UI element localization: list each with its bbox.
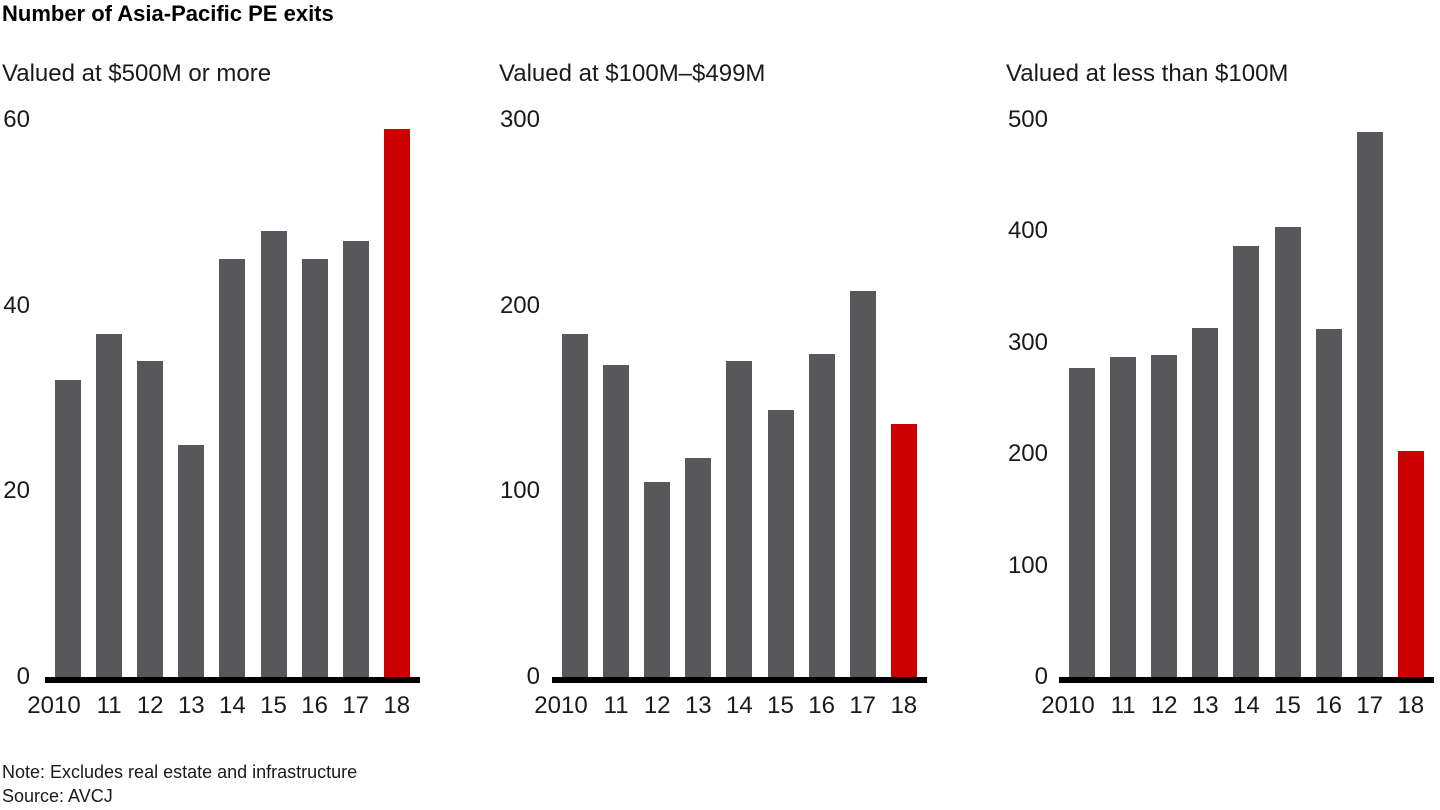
bar-highlight-18 (383, 129, 410, 677)
bar-17 (1356, 132, 1383, 677)
y-axis-tick-label: 20 (3, 477, 30, 505)
y-axis-tick-label: 100 (1007, 551, 1048, 579)
bar-2010 (562, 333, 588, 677)
y-axis-tick-label: 40 (3, 291, 30, 319)
bar-16 (808, 353, 835, 677)
bar-14 (1233, 245, 1260, 677)
x-axis-tick-label: 15 (1274, 692, 1301, 719)
y-axis-tick-label: 200 (499, 291, 540, 319)
x-axis-tick-label: 11 (96, 692, 122, 719)
bar-11 (1110, 357, 1137, 677)
panel-title-3: Valued at less than $100M (1006, 60, 1289, 87)
bar-2010 (1069, 368, 1095, 677)
y-axis-tick-label: 0 (1034, 663, 1048, 690)
bar-15 (767, 409, 794, 677)
x-axis-tick-label: 18 (1397, 692, 1425, 719)
panel-title-2: Valued at $100M–$499M (499, 60, 766, 87)
bar-12 (1151, 355, 1178, 677)
x-axis-tick-label: 15 (260, 692, 287, 719)
x-axis-line (1059, 677, 1434, 683)
bar-13 (685, 457, 712, 677)
x-axis-tick-label: 18 (383, 692, 411, 719)
x-axis-tick-label: 11 (603, 692, 629, 719)
bar-13 (1192, 328, 1219, 677)
bar-11 (603, 365, 630, 677)
y-axis-tick-label: 0 (526, 663, 540, 690)
bar-15 (260, 231, 287, 677)
x-axis-tick-label: 12 (643, 692, 671, 719)
bar-17 (849, 290, 876, 677)
y-axis-tick-label: 0 (16, 663, 30, 690)
bar-14 (726, 361, 753, 677)
x-axis-tick-label: 15 (767, 692, 794, 719)
x-axis-tick-label: 17 (849, 692, 877, 719)
bar-13 (178, 444, 205, 677)
x-axis-tick-label: 14 (726, 692, 753, 719)
bar-highlight-18 (890, 424, 917, 677)
x-axis-tick-label: 16 (301, 692, 328, 719)
x-axis-tick-label: 13 (1191, 692, 1219, 719)
note-line: Note: Excludes real estate and infrastru… (2, 762, 358, 782)
bar-12 (644, 482, 671, 677)
x-axis-tick-label: 13 (684, 692, 712, 719)
x-axis-tick-label: 13 (177, 692, 205, 719)
bar-12 (137, 361, 164, 677)
x-axis-tick-label: 14 (219, 692, 246, 719)
bar-16 (1315, 329, 1342, 677)
x-axis-tick-label: 16 (808, 692, 835, 719)
x-axis-tick-label: 2010 (534, 692, 588, 719)
bar-11 (96, 333, 123, 677)
y-axis-tick-label: 60 (3, 106, 30, 133)
y-axis-tick-label: 100 (499, 477, 540, 505)
x-axis-tick-label: 14 (1233, 692, 1260, 719)
figure-footnote: Note: Excludes real estate and infrastru… (2, 760, 357, 808)
x-axis-tick-label: 12 (1150, 692, 1178, 719)
x-axis-tick-label: 12 (136, 692, 164, 719)
bar-highlight-18 (1397, 450, 1424, 677)
y-axis-tick-label: 300 (499, 106, 540, 133)
bar-16 (301, 259, 328, 677)
x-axis-tick-label: 2010 (1041, 692, 1095, 719)
x-axis-tick-label: 17 (342, 692, 370, 719)
x-axis-tick-label: 16 (1315, 692, 1342, 719)
y-axis-tick-label: 400 (1007, 217, 1048, 245)
bar-17 (342, 240, 369, 677)
x-axis-tick-label: 11 (1110, 692, 1136, 719)
bar-2010 (55, 379, 81, 677)
bar-15 (1274, 226, 1301, 677)
y-axis-tick-label: 300 (1007, 328, 1048, 356)
x-axis-line (552, 677, 927, 683)
figure-title: Number of Asia-Pacific PE exits (2, 1, 334, 26)
y-axis-tick-label: 500 (1007, 106, 1048, 133)
bar-14 (219, 259, 246, 677)
panel-title-1: Valued at $500M or more (2, 60, 272, 87)
x-axis-tick-label: 18 (890, 692, 918, 719)
source-line: Source: AVCJ (2, 786, 113, 806)
x-axis-tick-label: 17 (1356, 692, 1384, 719)
x-axis-tick-label: 2010 (27, 692, 81, 719)
y-axis-tick-label: 200 (1007, 440, 1048, 468)
x-axis-line (45, 677, 420, 683)
